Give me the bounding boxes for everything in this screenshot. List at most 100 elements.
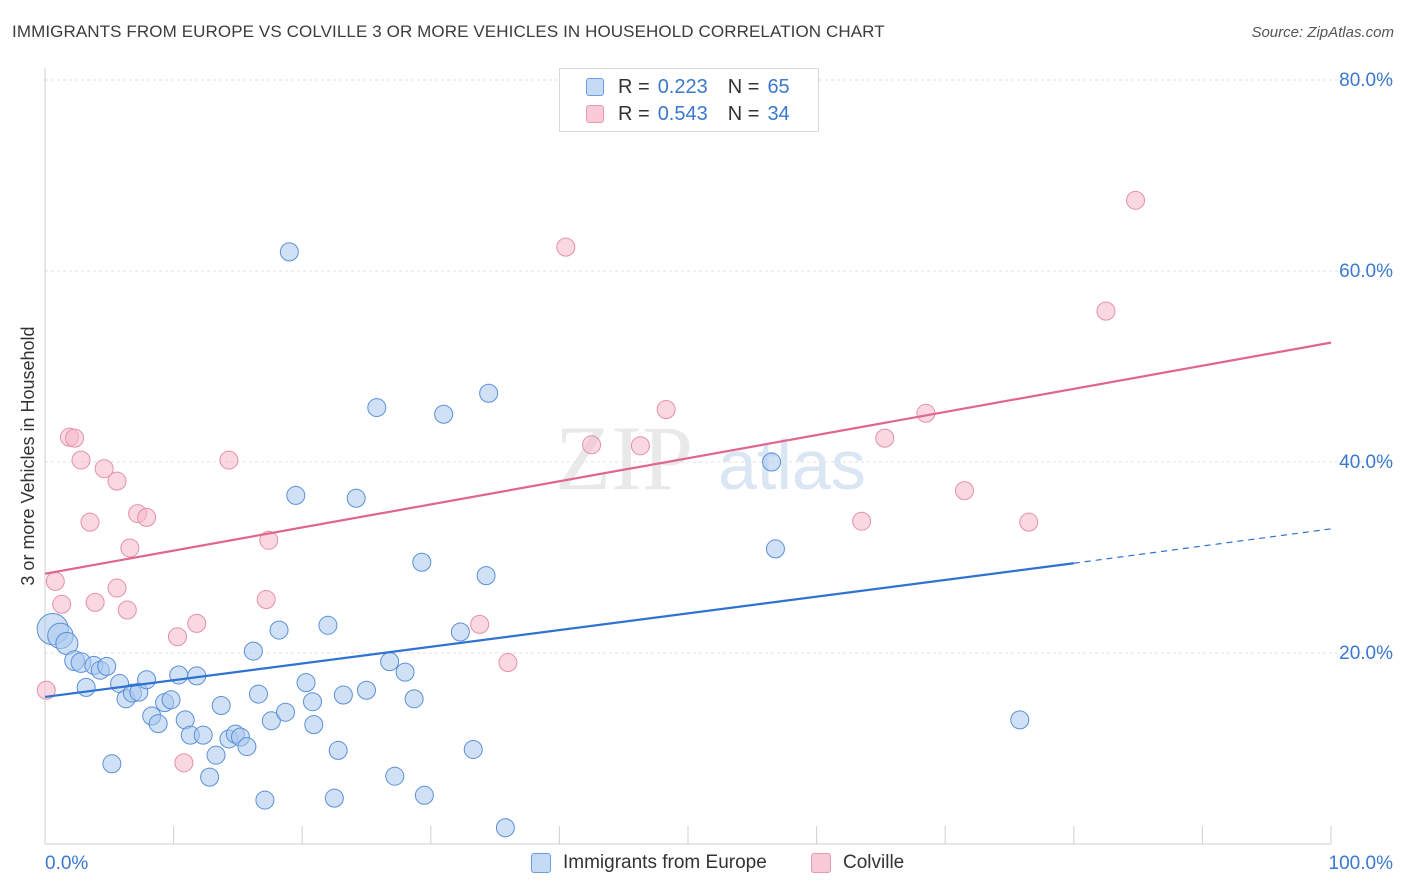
watermark-zip: ZIP [555, 407, 693, 509]
europe-point [211, 696, 231, 716]
europe-point [275, 702, 295, 722]
colville-point [80, 512, 100, 532]
colville-point [852, 511, 872, 531]
colville-point [45, 571, 65, 591]
europe-point [412, 552, 432, 572]
europe-point [161, 690, 181, 710]
source-attribution: Source: ZipAtlas.com [1251, 24, 1394, 41]
europe-point [333, 685, 353, 705]
colville-point [1126, 190, 1146, 210]
axis-labels: 20.0% 40.0% 60.0% 80.0% 0.0% 100.0% 3 or more … [18, 70, 1393, 874]
europe-point [193, 725, 213, 745]
legend-r-label: R = [618, 75, 650, 98]
europe-point [395, 662, 415, 682]
legend-row-europe: R = 0.223 N = 65 [586, 76, 790, 98]
europe-point [261, 711, 281, 731]
europe-point [206, 745, 226, 765]
europe-trend-extension [1073, 528, 1332, 564]
series-legend: Immigrants from Europe Colville [0, 852, 1406, 878]
y-tick-label: 60.0% [1339, 261, 1393, 282]
colville-point [875, 428, 895, 448]
europe-point [765, 539, 785, 559]
colville-point [85, 592, 105, 612]
europe-point [357, 680, 376, 700]
stats-legend: R = 0.223 N = 65 R = 0.543 N = 34 [559, 68, 819, 132]
colville-trend-line [44, 341, 1332, 575]
legend-row-colville: R = 0.543 N = 34 [586, 103, 790, 125]
legend-n-value: 65 [767, 75, 790, 98]
x-tick-label: 0.0% [45, 853, 88, 874]
europe-point [237, 737, 257, 757]
europe-point [200, 767, 220, 787]
europe-point [762, 452, 782, 472]
europe-point [102, 754, 122, 774]
europe-point [97, 656, 117, 676]
colville-point [1096, 301, 1116, 321]
legend-item-europe[interactable]: Immigrants from Europe [531, 852, 767, 874]
chart-title: IMMIGRANTS FROM EUROPE VS COLVILLE 3 OR … [12, 22, 885, 41]
europe-point [1010, 710, 1030, 730]
colville-point [107, 471, 127, 491]
europe-point [414, 785, 434, 805]
europe-point [148, 714, 168, 734]
europe-point [304, 715, 324, 735]
europe-point [318, 615, 338, 635]
europe-point [255, 790, 275, 810]
legend-europe-label: Immigrants from Europe [563, 852, 767, 873]
colville-point [120, 538, 140, 558]
europe-point [243, 641, 263, 661]
colville-point [65, 428, 85, 448]
colville-series [36, 190, 1146, 773]
x-tick-label: 100.0% [1329, 853, 1394, 874]
watermark-atlas: atlas [718, 426, 866, 504]
y-tick-label: 80.0% [1339, 70, 1393, 91]
colville-point [656, 399, 676, 419]
europe-point [286, 485, 306, 505]
europe-point [434, 404, 454, 424]
legend-colville-label: Colville [843, 852, 905, 873]
europe-point [463, 739, 483, 759]
colville-point [187, 613, 207, 633]
gridlines [45, 79, 1392, 654]
legend-r-value: 0.543 [657, 102, 708, 125]
europe-point [346, 488, 366, 508]
y-tick-label: 40.0% [1339, 452, 1393, 473]
legend-item-colville[interactable]: Colville [811, 852, 904, 874]
colville-point [71, 450, 91, 470]
legend-r-value: 0.223 [657, 75, 708, 98]
colville-point [470, 614, 490, 634]
legend-r-label: R = [618, 102, 650, 125]
europe-point [76, 677, 96, 697]
colville-swatch-icon [586, 105, 604, 123]
y-axis-title: 3 or more Vehicles in Household [18, 326, 38, 585]
colville-point [498, 653, 518, 673]
europe-point [279, 242, 299, 262]
colville-point [954, 481, 974, 501]
legend-n-label: N = [727, 102, 760, 125]
europe-point [476, 566, 496, 586]
legend-n-value: 34 [767, 102, 790, 125]
colville-point [582, 435, 602, 455]
colville-point [167, 627, 187, 647]
colville-point [137, 507, 157, 527]
legend-n-label: N = [727, 75, 760, 98]
colville-point [107, 578, 127, 598]
colville-point [219, 450, 239, 470]
colville-point [556, 237, 576, 257]
europe-point [324, 788, 344, 808]
trend-lines [44, 341, 1332, 699]
europe-trend-line [44, 562, 1074, 699]
axes [44, 68, 1332, 845]
europe-point [296, 673, 316, 693]
europe-point [385, 766, 405, 786]
europe-point [328, 740, 348, 760]
colville-point [256, 590, 276, 610]
europe-point [302, 692, 322, 712]
europe-swatch-icon [586, 78, 604, 96]
europe-point [404, 689, 424, 709]
europe-point [380, 652, 400, 672]
europe-legend-icon [531, 853, 551, 873]
europe-point [495, 818, 515, 838]
